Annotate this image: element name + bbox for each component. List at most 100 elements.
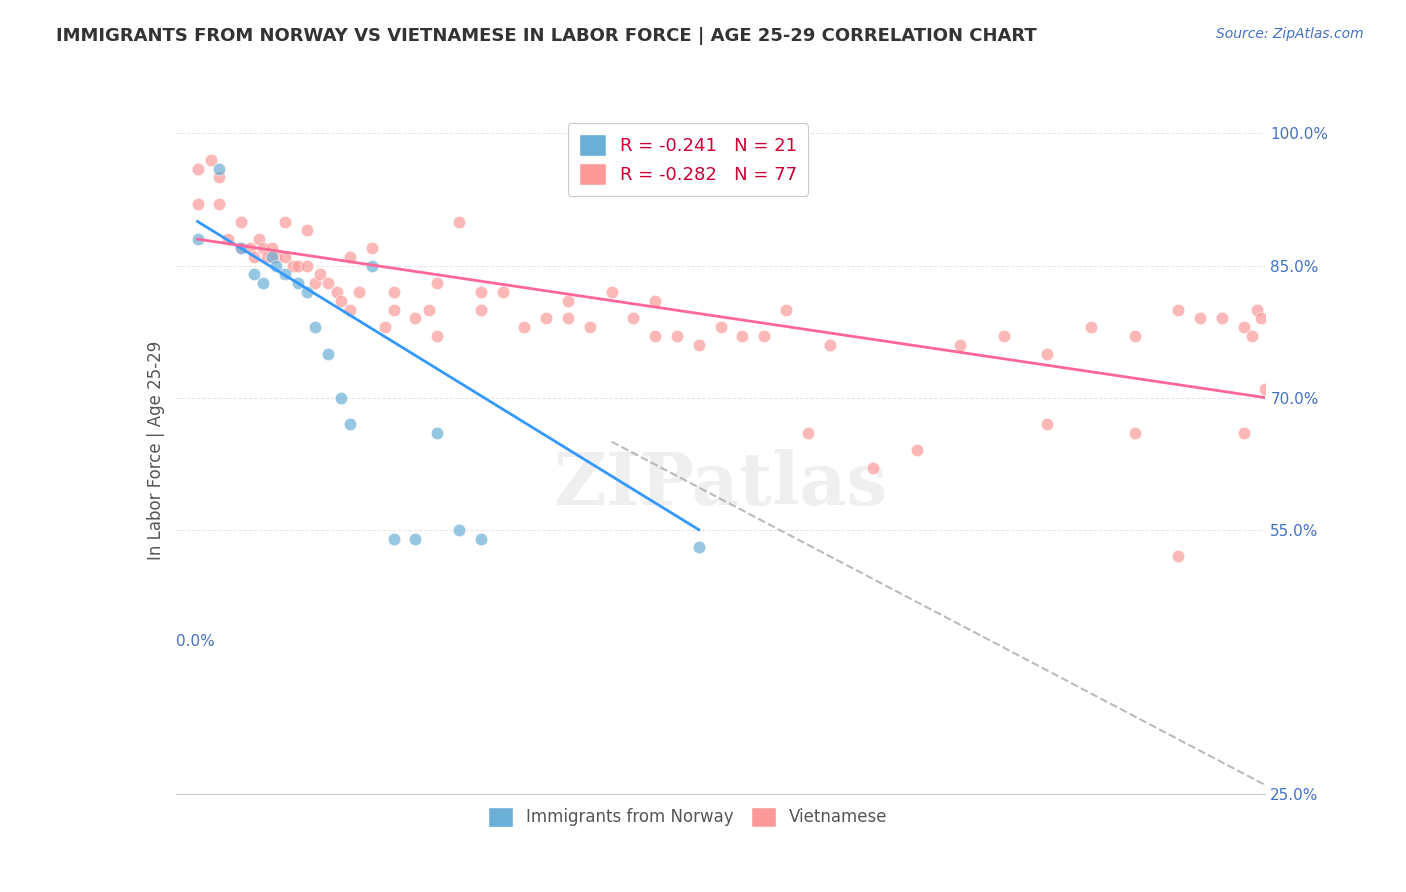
Point bbox=[447, 523, 470, 537]
Point bbox=[208, 197, 231, 211]
Point bbox=[260, 250, 283, 264]
Point bbox=[382, 302, 405, 317]
Legend: Immigrants from Norway, Vietnamese: Immigrants from Norway, Vietnamese bbox=[481, 800, 894, 834]
Point bbox=[264, 259, 287, 273]
Point bbox=[666, 329, 689, 343]
Point bbox=[260, 241, 283, 255]
Point bbox=[1036, 417, 1059, 431]
Point bbox=[239, 241, 262, 255]
Point bbox=[1232, 320, 1256, 334]
Point bbox=[252, 241, 274, 255]
Point bbox=[252, 276, 274, 290]
Point bbox=[644, 293, 666, 308]
Point bbox=[283, 259, 305, 273]
Point bbox=[1080, 320, 1102, 334]
Point bbox=[287, 259, 309, 273]
Point bbox=[754, 329, 776, 343]
Point bbox=[274, 214, 297, 228]
Point bbox=[993, 329, 1015, 343]
Point bbox=[470, 302, 492, 317]
Point bbox=[374, 320, 396, 334]
Point bbox=[243, 268, 266, 282]
Point bbox=[256, 250, 278, 264]
Point bbox=[796, 425, 818, 440]
Point bbox=[1167, 302, 1189, 317]
Point bbox=[208, 170, 231, 185]
Point bbox=[382, 285, 405, 299]
Point bbox=[347, 285, 370, 299]
Point bbox=[1232, 425, 1256, 440]
Point bbox=[1123, 329, 1146, 343]
Point bbox=[231, 241, 253, 255]
Point bbox=[318, 346, 340, 360]
Point bbox=[295, 259, 318, 273]
Point bbox=[534, 311, 557, 326]
Text: IMMIGRANTS FROM NORWAY VS VIETNAMESE IN LABOR FORCE | AGE 25-29 CORRELATION CHAR: IMMIGRANTS FROM NORWAY VS VIETNAMESE IN … bbox=[56, 27, 1038, 45]
Point bbox=[330, 391, 353, 405]
Text: Source: ZipAtlas.com: Source: ZipAtlas.com bbox=[1216, 27, 1364, 41]
Text: 0.0%: 0.0% bbox=[176, 634, 215, 649]
Point bbox=[339, 302, 361, 317]
Point bbox=[1036, 346, 1059, 360]
Point bbox=[264, 250, 287, 264]
Point bbox=[949, 338, 972, 352]
Point bbox=[295, 285, 318, 299]
Point bbox=[470, 285, 492, 299]
Point bbox=[621, 311, 644, 326]
Point bbox=[557, 293, 579, 308]
Point bbox=[304, 276, 326, 290]
Point bbox=[360, 241, 382, 255]
Point bbox=[557, 311, 579, 326]
Point bbox=[818, 338, 841, 352]
Point bbox=[326, 285, 349, 299]
Point bbox=[186, 232, 209, 246]
Point bbox=[405, 532, 427, 546]
Point bbox=[1254, 382, 1277, 396]
Point bbox=[470, 532, 492, 546]
Point bbox=[247, 232, 270, 246]
Point bbox=[513, 320, 536, 334]
Point bbox=[492, 285, 515, 299]
Point bbox=[318, 276, 340, 290]
Point bbox=[243, 250, 266, 264]
Point bbox=[579, 320, 602, 334]
Point bbox=[1241, 329, 1264, 343]
Point bbox=[1167, 549, 1189, 563]
Point bbox=[600, 285, 623, 299]
Point bbox=[231, 214, 253, 228]
Point bbox=[1123, 425, 1146, 440]
Point bbox=[862, 461, 884, 475]
Point bbox=[644, 329, 666, 343]
Point bbox=[775, 302, 797, 317]
Point bbox=[382, 532, 405, 546]
Point bbox=[274, 250, 297, 264]
Point bbox=[710, 320, 733, 334]
Point bbox=[308, 268, 330, 282]
Point bbox=[1250, 311, 1272, 326]
Point bbox=[208, 161, 231, 176]
Point bbox=[339, 250, 361, 264]
Point bbox=[905, 443, 928, 458]
Point bbox=[688, 338, 710, 352]
Point bbox=[405, 311, 427, 326]
Point bbox=[231, 241, 253, 255]
Point bbox=[186, 197, 209, 211]
Point bbox=[447, 214, 470, 228]
Point bbox=[186, 161, 209, 176]
Point bbox=[360, 259, 382, 273]
Point bbox=[426, 329, 449, 343]
Point bbox=[1211, 311, 1233, 326]
Point bbox=[688, 541, 710, 555]
Point bbox=[1246, 302, 1268, 317]
Point bbox=[287, 276, 309, 290]
Point bbox=[418, 302, 440, 317]
Point bbox=[731, 329, 754, 343]
Point bbox=[426, 425, 449, 440]
Point bbox=[200, 153, 222, 167]
Point bbox=[295, 223, 318, 237]
Point bbox=[426, 276, 449, 290]
Text: ZIPatlas: ZIPatlas bbox=[554, 450, 887, 520]
Point bbox=[217, 232, 239, 246]
Point bbox=[339, 417, 361, 431]
Point bbox=[274, 268, 297, 282]
